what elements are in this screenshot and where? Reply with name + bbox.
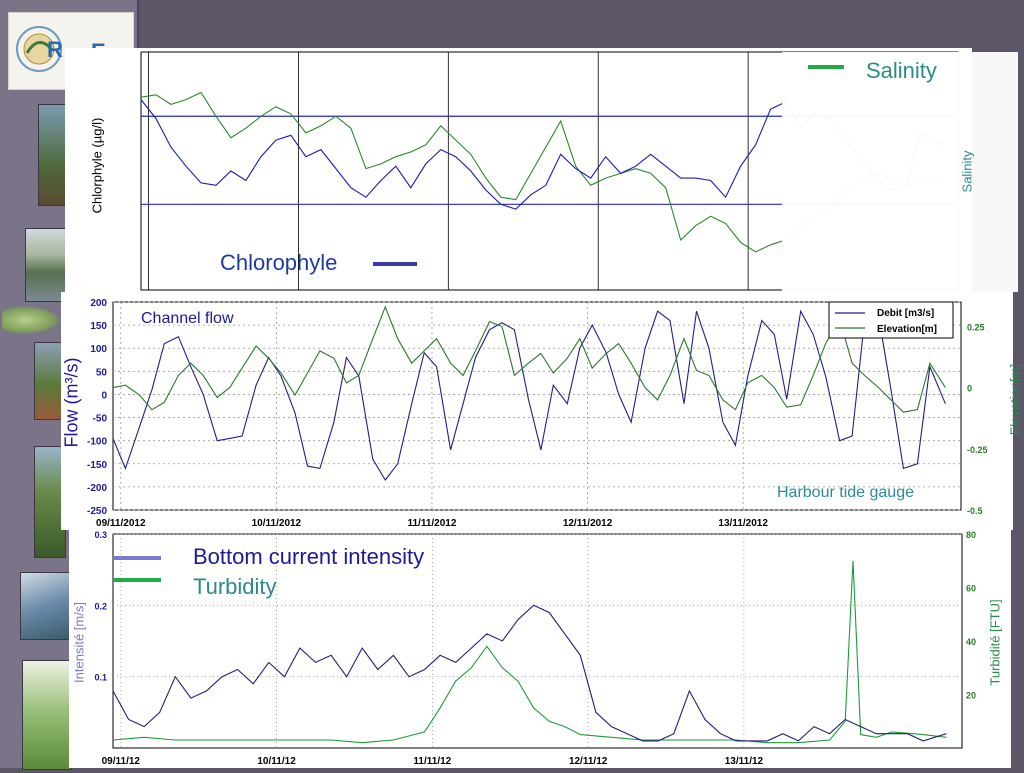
y-tick-label: 200 <box>90 298 107 309</box>
y-tick-label: -250 <box>87 506 107 517</box>
x-tick-label: 10/11/2012 <box>252 518 302 529</box>
flow-y-axis-label: Flow (m³/s) <box>61 357 82 448</box>
y-tick-label: 0.2 <box>94 601 107 611</box>
x-tick-label: 12/11/12 <box>569 756 608 767</box>
x-tick-label: 12/11/2012 <box>563 518 613 529</box>
y-tick-label: 0 <box>101 390 107 401</box>
chlorophyle-legend-swatch <box>373 262 417 266</box>
elevation-axis-label: Elevation[m] <box>1007 363 1023 436</box>
photo-leaf <box>2 306 60 334</box>
current-legend-swatch <box>113 556 161 560</box>
x-tick-label: 11/11/12 <box>413 756 451 767</box>
x-tick-label: 13/11/12 <box>725 756 764 767</box>
y-tick-label: -150 <box>87 460 107 471</box>
x-tick-label: 11/11/2012 <box>407 518 456 529</box>
channel-flow-panel: 200 150 100 50 0 -50 -100 -150 -200 -250 09/11/201… <box>61 292 1023 530</box>
y-tick-label: 0.3 <box>94 530 107 540</box>
legend-box <box>828 301 954 339</box>
y2-tick-label: 60 <box>966 584 976 594</box>
y-tick-label: -100 <box>87 437 107 448</box>
channel-flow-chart: 200 150 100 50 0 -50 -100 -150 -200 -25009/11/201… <box>87 298 988 529</box>
current-turbidity-chart: 0.3 0.2 0.1 80 60 40 20 09/11/12 10/11/12 11/11/1… <box>94 530 976 767</box>
legend-debit-label: Debit [m3/s] <box>877 308 934 319</box>
chlorophyle-legend-label: Chlorophyle <box>220 250 338 275</box>
channel-flow-title: Channel flow <box>141 310 234 327</box>
photo-tree <box>22 660 72 770</box>
turbidity-legend-label: Turbidity <box>193 574 277 599</box>
y-tick-label: 100 <box>90 344 107 355</box>
salinity-legend-swatch <box>808 65 844 69</box>
salinity-axis-label: Salinity <box>959 150 975 193</box>
y2-tick-label: -0.5 <box>967 506 983 516</box>
chlorophyle-y-axis-label: Chlorphyle (µg/l) <box>89 117 105 214</box>
y-tick-label: -50 <box>93 414 108 425</box>
current-legend-label: Bottom current intensity <box>193 544 425 569</box>
y2-tick-label: -0.25 <box>967 445 988 455</box>
current-turbidity-panel: 0.3 0.2 0.1 80 60 40 20 09/11/12 10/11/12 11/11/1… <box>69 530 1011 768</box>
y-tick-label: 150 <box>90 321 107 332</box>
y-tick-label: -200 <box>87 483 107 494</box>
legend-elevation-label: Elevation[m] <box>877 324 937 335</box>
y-tick-label: 50 <box>96 367 108 378</box>
x-tick-label: 10/11/12 <box>257 756 296 767</box>
photo-site <box>34 342 66 420</box>
y-tick-label: 0.1 <box>94 673 107 683</box>
photo-lagoon <box>20 572 72 640</box>
turbidity-series-line <box>112 560 947 744</box>
turbidity-legend-swatch <box>113 578 161 582</box>
y2-tick-label: 40 <box>966 637 976 647</box>
plot-frame <box>112 301 962 511</box>
debit-series-line <box>112 309 946 481</box>
x-tick-label: 13/11/2012 <box>718 518 768 529</box>
photo-tower <box>38 104 70 206</box>
svg-text:R: R <box>47 37 63 62</box>
y2-tick-label: 80 <box>966 530 976 540</box>
y2-tick-label: 0 <box>967 384 972 394</box>
harbour-tide-gauge-note: Harbour tide gauge <box>777 484 914 501</box>
salinity-legend-box: Salinity Salinity <box>782 52 1018 292</box>
y2-tick-label: 0.25 <box>967 322 985 332</box>
y2-tick-label: 20 <box>966 691 976 701</box>
x-tick-label: 09/11/12 <box>102 756 141 767</box>
salinity-legend-label: Salinity <box>866 58 937 83</box>
elevation-series-line <box>112 305 946 413</box>
intensity-axis-label: Intensité [m/s] <box>71 602 87 683</box>
turbidity-axis-label: Turbidité [FTU] <box>987 599 1003 686</box>
current-series-line <box>112 604 947 742</box>
x-tick-label: 09/11/2012 <box>96 518 146 529</box>
